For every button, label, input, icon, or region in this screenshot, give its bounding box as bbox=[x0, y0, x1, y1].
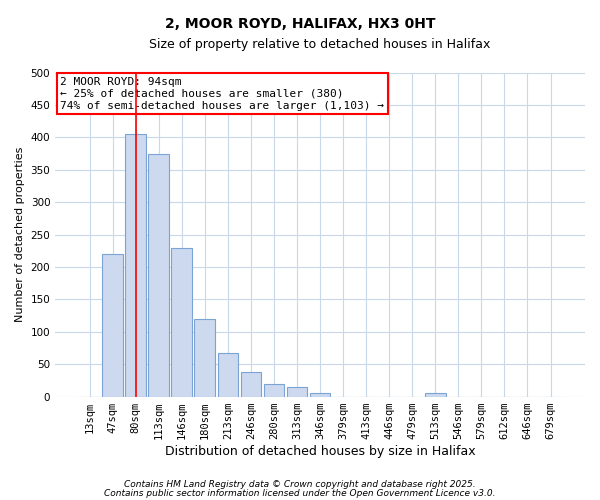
Y-axis label: Number of detached properties: Number of detached properties bbox=[15, 147, 25, 322]
Bar bbox=[172, 248, 192, 396]
Title: Size of property relative to detached houses in Halifax: Size of property relative to detached ho… bbox=[149, 38, 491, 51]
Bar bbox=[194, 319, 215, 396]
Text: 2 MOOR ROYD: 94sqm
← 25% of detached houses are smaller (380)
74% of semi-detach: 2 MOOR ROYD: 94sqm ← 25% of detached hou… bbox=[61, 78, 385, 110]
Bar bbox=[102, 254, 123, 396]
Bar bbox=[287, 387, 307, 396]
Bar bbox=[218, 352, 238, 397]
Bar bbox=[310, 394, 331, 396]
Bar bbox=[263, 384, 284, 396]
Text: Contains public sector information licensed under the Open Government Licence v3: Contains public sector information licen… bbox=[104, 488, 496, 498]
Text: 2, MOOR ROYD, HALIFAX, HX3 0HT: 2, MOOR ROYD, HALIFAX, HX3 0HT bbox=[165, 18, 435, 32]
X-axis label: Distribution of detached houses by size in Halifax: Distribution of detached houses by size … bbox=[165, 444, 475, 458]
Bar bbox=[148, 154, 169, 396]
Bar bbox=[241, 372, 262, 396]
Bar bbox=[125, 134, 146, 396]
Text: Contains HM Land Registry data © Crown copyright and database right 2025.: Contains HM Land Registry data © Crown c… bbox=[124, 480, 476, 489]
Bar bbox=[425, 392, 446, 396]
